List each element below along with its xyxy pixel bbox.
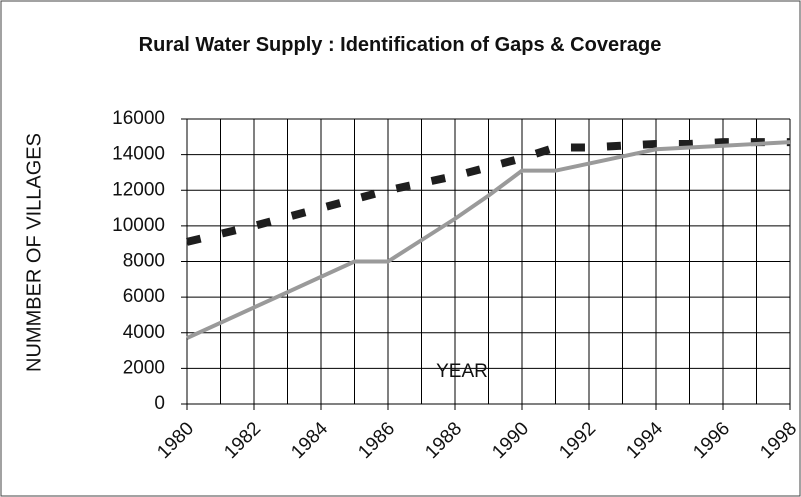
y-tick-label: 16000: [112, 108, 165, 129]
y-tick-label: 12000: [112, 179, 165, 200]
y-tick-label: 2000: [123, 357, 165, 378]
y-tick-label: 6000: [123, 286, 165, 307]
y-tick-label: 0: [154, 393, 165, 414]
y-tick-label: 10000: [112, 215, 165, 236]
chart-title: Rural Water Supply : Identification of G…: [138, 34, 662, 56]
y-tick-label: 4000: [123, 322, 165, 343]
y-tick-label: 14000: [112, 144, 165, 165]
x-axis-label: YEAR: [436, 361, 488, 382]
y-axis-label: NUMMBER OF VILLAGES: [23, 133, 46, 372]
series-line: [186, 138, 790, 246]
y-tick-label: 8000: [123, 251, 165, 272]
series-line: [186, 140, 791, 340]
